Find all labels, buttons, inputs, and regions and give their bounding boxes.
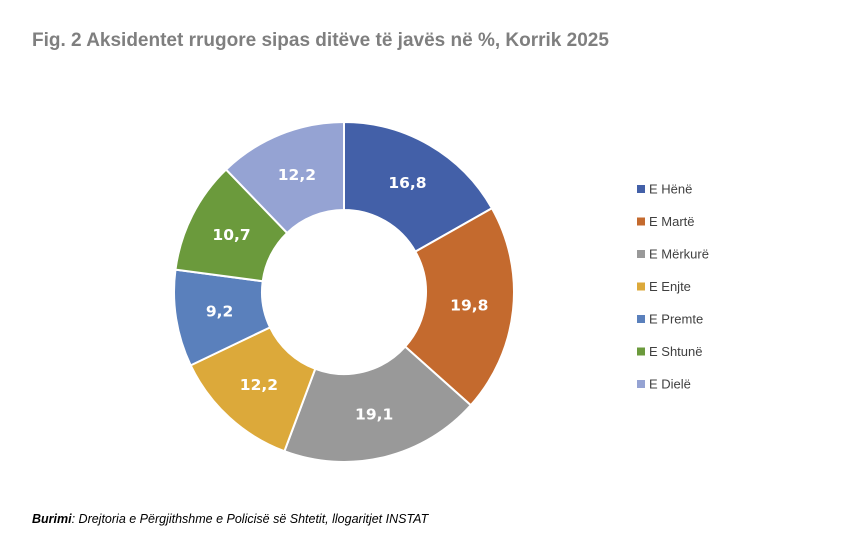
- legend-swatch-e-diele: [637, 380, 645, 388]
- legend-label-e-hene: E Hënë: [649, 182, 692, 197]
- source-text: : Drejtoria e Përgjithshme e Policisë së…: [71, 512, 429, 526]
- slice-label-e-marte: 19,8: [450, 296, 488, 314]
- legend-label-e-marte: E Martë: [649, 214, 695, 229]
- legend-swatch-e-hene: [637, 185, 645, 193]
- slice-labels: 16,8 19,8 19,1 12,2 9,2 10,7 12,2: [206, 166, 489, 423]
- source-label: Burimi: [32, 512, 72, 526]
- legend-swatch-e-premte: [637, 315, 645, 323]
- slice-e-marte: [403, 206, 515, 407]
- slice-label-e-shtune: 10,7: [212, 226, 250, 244]
- source-note: Burimi: Drejtoria e Përgjithshme e Polic…: [32, 512, 428, 526]
- legend-label-e-merkure: E Mërkurë: [649, 247, 709, 262]
- legend-swatch-e-shtune: [637, 347, 645, 356]
- slice-label-e-diele: 12,2: [278, 166, 316, 184]
- legend-swatch-e-marte: [637, 217, 645, 226]
- legend-swatch-e-merkure: [637, 250, 645, 258]
- legend-label-e-diele: E Dielë: [649, 377, 691, 392]
- legend-label-e-enjte: E Enjte: [649, 279, 691, 294]
- slice-label-e-hene: 16,8: [388, 174, 426, 192]
- slice-label-e-enjte: 12,2: [240, 376, 278, 394]
- slice-e-diele: [224, 120, 345, 235]
- legend: E Hënë E Martë E Mërkurë E Enjte E Premte E S…: [637, 182, 709, 392]
- legend-swatch-e-enjte: [637, 282, 645, 291]
- legend-label-e-premte: E Premte: [649, 312, 703, 327]
- slice-label-e-premte: 9,2: [206, 303, 233, 321]
- donut-slices: [173, 120, 515, 463]
- slice-e-merkure: [283, 345, 473, 463]
- slice-label-e-merkure: 19,1: [355, 405, 393, 423]
- slice-e-hene: [343, 120, 494, 253]
- legend-label-e-shtune: E Shtunë: [649, 344, 703, 359]
- chart-title: Fig. 2 Aksidentet rrugore sipas ditëve t…: [32, 30, 609, 51]
